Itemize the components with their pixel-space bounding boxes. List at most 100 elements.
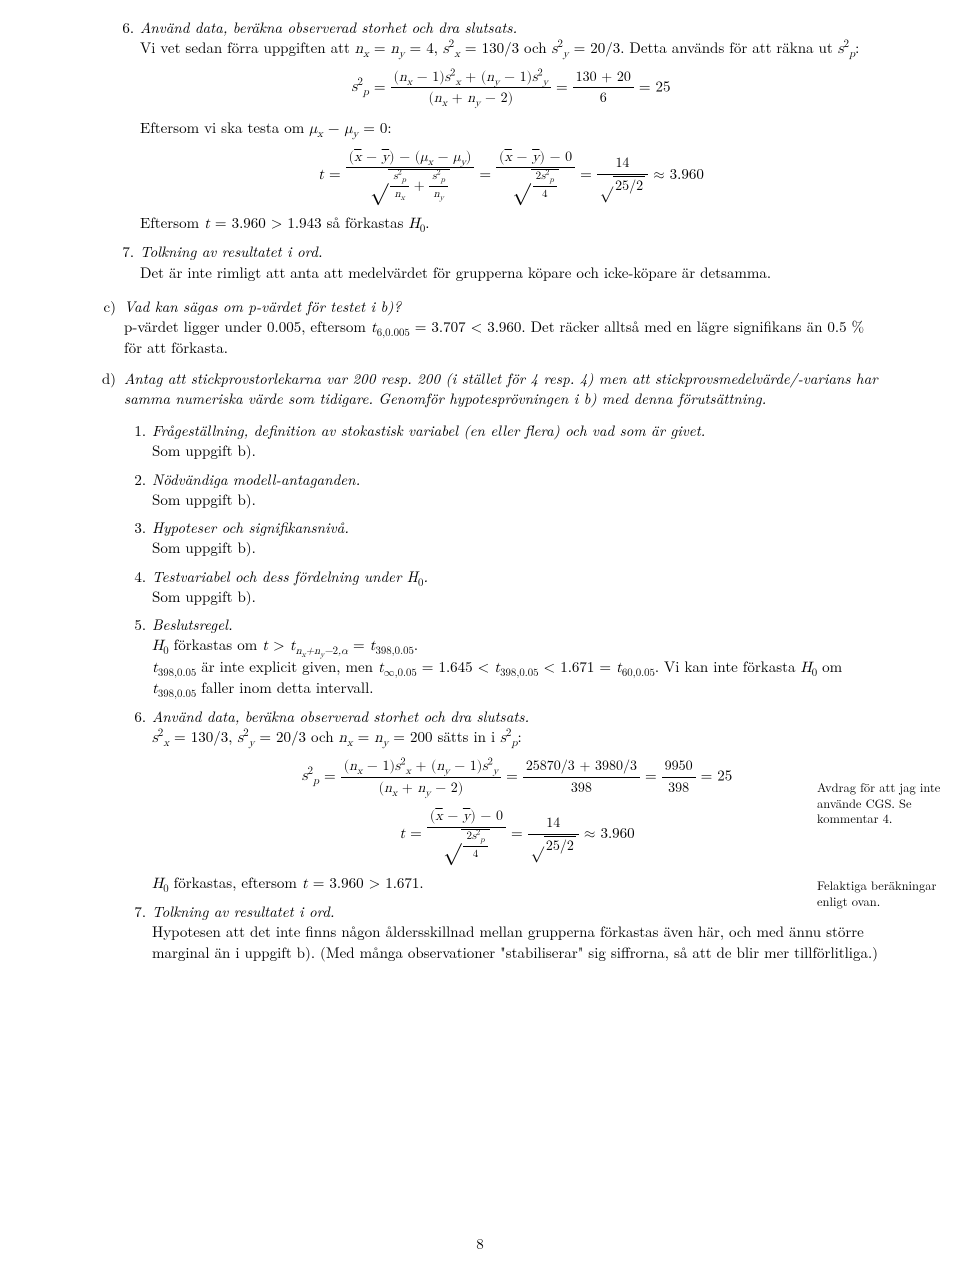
page: 6. Använd data, beräkna observerad storh… xyxy=(0,0,960,1278)
d5-1a: förkastas om xyxy=(169,634,263,655)
page-number: 8 xyxy=(0,1234,960,1254)
d-title: Antag att stickprovstorlekarna var 200 r… xyxy=(124,368,878,409)
c-text-1: p-värdet ligger under 0.005, eftersom xyxy=(124,316,371,337)
d5-2d: . Vi kan inte förkasta xyxy=(655,656,801,677)
d4-num: 4. xyxy=(124,567,152,608)
sp-result: = 25 xyxy=(639,79,671,94)
d-marker: d) xyxy=(88,369,124,965)
eq203: = 20/3. Detta används för att räkna ut xyxy=(569,37,838,58)
d1-title: Frågeställning, definition av stokastisk… xyxy=(152,420,705,441)
d5-tnxny: tnx+ny−2,α xyxy=(290,638,348,653)
d6-sp-result: = 25 xyxy=(701,768,733,783)
d-7: 7. Tolkning av resultatet i ord. Hypotes… xyxy=(124,902,882,963)
d6-eq3-num: 9950 xyxy=(662,757,696,778)
d-4: 4. Testvariabel och dess fördelning unde… xyxy=(124,567,882,608)
d6-sp2-eq: s2p = (nx − 1)s2x + (ny − 1)s2y (nx + ny… xyxy=(152,757,882,798)
d-3: 3. Hypoteser och signifikansnivå. Som up… xyxy=(124,518,882,559)
item-6: 6. Använd data, beräkna observerad storh… xyxy=(112,18,882,234)
d6-t-approx: ≈ 3.960 xyxy=(584,826,635,841)
item-7-text: Det är inte rimligt att anta att medelvä… xyxy=(140,262,771,283)
d6-sy2: s2y xyxy=(237,730,254,745)
d-5: 5. Beslutsregel. H0 förkastas om t > tnx… xyxy=(124,615,882,699)
d4-text: Som uppgift b). xyxy=(152,586,256,607)
d5-1c: = xyxy=(348,634,370,655)
d6-sp2: s2p xyxy=(500,730,517,745)
margin-note-2: Felaktiga beräkningar enligt ovan. xyxy=(817,878,952,909)
eftersom-t-3: . xyxy=(425,212,429,233)
eq0: = 0: xyxy=(358,117,391,138)
d6-nx: nx xyxy=(339,730,353,745)
d7-title: Tolkning av resultatet i ord. xyxy=(152,901,335,922)
item-7-body: Tolkning av resultatet i ord. Det är int… xyxy=(140,242,882,283)
item-7-title: Tolkning av resultatet i ord. xyxy=(140,241,323,262)
d5-2c: < 1.671 = xyxy=(539,656,617,677)
c-body: Vad kan sägas om p-värdet för testet i b… xyxy=(124,297,882,359)
sp-num: 130 + 20 xyxy=(573,68,634,89)
t-approx: ≈ 3.960 xyxy=(653,167,704,182)
sp-den: 6 xyxy=(573,88,634,108)
d6-1b: = 20/3 och xyxy=(254,726,338,747)
d5-2a: är inte explicit given, men xyxy=(196,656,378,677)
d6-conc1: förkastas, eftersom xyxy=(169,872,302,893)
item-6-body: Använd data, beräkna observerad storhet … xyxy=(140,18,882,234)
eftersom-t-2: = 3.960 > 1.943 så förkastas xyxy=(210,212,409,233)
d6-eq2-num: 25870/3 + 3980/3 xyxy=(523,757,640,778)
c-title: Vad kan sägas om p-värdet för testet i b… xyxy=(124,296,401,317)
d5-2f: faller inom detta intervall. xyxy=(196,677,373,698)
d5-1d: . xyxy=(414,634,418,655)
d4-title-text: Testvariabel och dess fördelning under H xyxy=(152,566,418,587)
item-7-number: 7. xyxy=(112,242,140,283)
d5-1b: > xyxy=(268,634,290,655)
d-2: 2. Nödvändiga modell-antaganden. Som upp… xyxy=(124,470,882,511)
t-equation: t = (x − y) − (μx − μy) √ s2pnx + s2pny … xyxy=(140,148,882,204)
d3-title: Hypoteser och signifikansnivå. xyxy=(152,517,349,538)
c-marker: c) xyxy=(88,297,124,359)
d-sublist: 1. Frågeställning, definition av stokast… xyxy=(124,421,882,963)
d6-H0: H0 xyxy=(152,876,169,891)
test-line: Eftersom vi ska testa om xyxy=(140,117,309,138)
d5-t398b: t398,0.05 xyxy=(152,660,196,675)
d6-title: Använd data, beräkna observerad storhet … xyxy=(152,706,529,727)
d5-t398c: t398,0.05 xyxy=(494,660,538,675)
d5-t398d: t398,0.05 xyxy=(152,681,196,696)
d1-num: 1. xyxy=(124,421,152,462)
eq4: = 4, xyxy=(405,37,443,58)
d6-1a: = 130/3, xyxy=(169,726,237,747)
d2-title: Nödvändiga modell-antaganden. xyxy=(152,469,360,490)
d-1: 1. Frågeställning, definition av stokast… xyxy=(124,421,882,462)
colon: : xyxy=(855,37,859,58)
item-6-text-1: Vi vet sedan förra uppgiften att xyxy=(140,37,355,58)
item-6-number: 6. xyxy=(112,18,140,234)
item-6-title: Använd data, beräkna observerad storhet … xyxy=(140,17,517,38)
d3-num: 3. xyxy=(124,518,152,559)
eq130: = 130/3 och xyxy=(460,37,552,58)
d6-eq2-den: 398 xyxy=(523,778,640,798)
d-body: Antag att stickprovstorlekarna var 200 r… xyxy=(124,369,882,965)
d6-t-eq: t = (x − y) − 0 √ 2s2p4 = 14 √25/2 xyxy=(152,807,882,863)
t-den: 25/2 xyxy=(613,176,645,196)
t-num: 14 xyxy=(597,154,648,175)
H0: H0 xyxy=(409,216,426,231)
d5-t398: t398,0.05 xyxy=(370,638,414,653)
d4-title: Testvariabel och dess fördelning under H… xyxy=(152,566,428,587)
mux: μx xyxy=(309,121,323,136)
d5-title: Beslutsregel. xyxy=(152,614,233,635)
minus: − xyxy=(323,117,345,138)
nx: nx xyxy=(355,41,369,56)
d6-t-den: 25/2 xyxy=(544,836,576,856)
sx2: s2x xyxy=(443,41,460,56)
ny: ny xyxy=(391,41,405,56)
d6-sx2: s2x xyxy=(152,730,169,745)
d6-1e: : xyxy=(517,726,521,747)
margin-note-1: Avdrag för att jag inte använde CGS. Se … xyxy=(817,780,952,827)
d5-H0b: H0 xyxy=(800,660,817,675)
d6-1d: = 200 sätts in i xyxy=(388,726,500,747)
t6005: t6,0.005 xyxy=(371,320,410,335)
d2-text: Som uppgift b). xyxy=(152,489,256,510)
d5-H0: H0 xyxy=(152,638,169,653)
d6-ny: ny xyxy=(374,730,388,745)
d3-text: Som uppgift b). xyxy=(152,537,256,558)
d1-text: Som uppgift b). xyxy=(152,440,256,461)
sp2-equation: s2p = (nx − 1)s2x + (ny − 1)s2y (nx + ny… xyxy=(140,68,882,109)
item-7: 7. Tolkning av resultatet i ord. Det är … xyxy=(112,242,882,283)
